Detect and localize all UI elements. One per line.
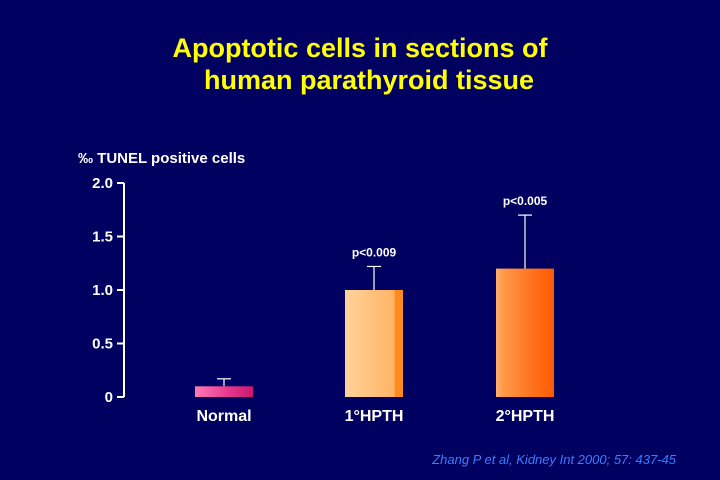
x-tick-label-normal: Normal: [196, 408, 251, 425]
citation: Zhang P et al, Kidney Int 2000; 57: 437-…: [432, 452, 676, 467]
y-axis-label: ‰ TUNEL positive cells: [78, 150, 246, 167]
title-line-2: human parathyroid tissue: [203, 65, 535, 95]
bar-hpth1: [345, 290, 403, 397]
category-labels: Normal 1°HPTH p<0.009 2°HPTH p<0.005: [196, 194, 554, 425]
p-value-label-hpth2: p<0.005: [503, 194, 548, 208]
bar-normal: [195, 386, 253, 397]
bar-hpth2: [496, 268, 554, 397]
y-axis: 0 0.5 1.0 1.5 2.0: [92, 175, 125, 406]
p-value-label-hpth1: p<0.009: [352, 245, 397, 259]
y-tick-label: 0.5: [92, 336, 113, 353]
y-tick-label: 1.5: [92, 229, 113, 246]
x-tick-label-hpth1: 1°HPTH: [345, 408, 404, 425]
y-tick-label: 2.0: [92, 175, 113, 192]
x-tick-label-hpth2: 2°HPTH: [496, 408, 555, 425]
slide-title: Apoptotic cells in sections of human par…: [0, 32, 720, 96]
bars: [195, 214, 554, 397]
title-line-1: Apoptotic cells in sections of: [172, 33, 548, 63]
y-tick-label: 1.0: [92, 282, 113, 299]
y-tick-label: 0: [105, 389, 113, 406]
